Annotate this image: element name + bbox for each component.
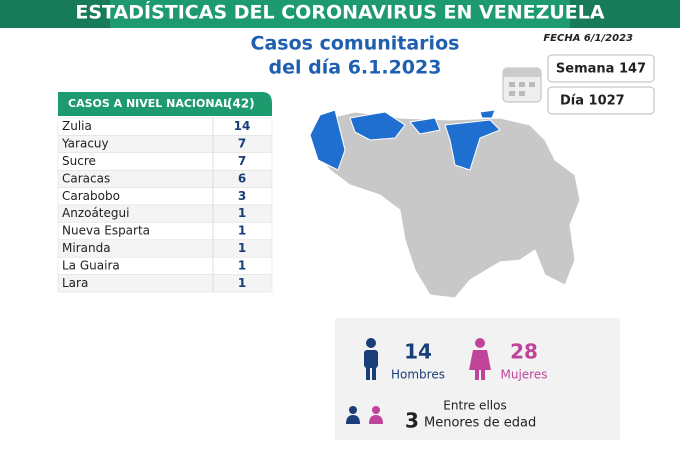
table-total: (42) — [227, 97, 255, 111]
week: Semana 147 — [556, 62, 646, 77]
header-banner — [20, 0, 660, 28]
row-value: 3 — [238, 189, 246, 203]
table-title: CASOS A NIVEL NACIONAL — [68, 97, 230, 110]
table-row — [57, 274, 273, 293]
row-value: 6 — [238, 171, 246, 185]
row-name: Zulia — [62, 119, 92, 133]
row-value: 1 — [238, 258, 246, 272]
row-value: 7 — [238, 154, 246, 168]
table-body: Zulia 14 Yaracuy 7 Sucre 7 Caracas 6 Carabobo 3 An… — [57, 117, 273, 293]
row-name: Carabobo — [62, 189, 120, 203]
row-value: 1 — [238, 241, 246, 255]
row-name: Anzoátegui — [62, 206, 129, 220]
date: FECHA 6/1/2023 — [543, 33, 633, 44]
women-count: 28 — [510, 340, 538, 364]
row-value: 1 — [238, 276, 246, 290]
map — [309, 109, 581, 299]
subtitle: del día 6.1.2023 — [269, 57, 442, 79]
day-box — [547, 86, 655, 115]
row-value: 1 — [238, 206, 246, 220]
banner-decoration — [0, 0, 110, 28]
row-name: Lara — [62, 276, 88, 290]
row-name: Nueva Esparta — [62, 224, 150, 238]
title: ESTADÍSTICAS DEL CORONAVIRUS EN VENEZUEL… — [75, 1, 605, 24]
row-name: Yaracuy — [61, 137, 109, 151]
row-value: 7 — [238, 137, 246, 151]
minors-count: 3 — [405, 409, 419, 433]
row-name: La Guaira — [62, 258, 120, 272]
row-name: Sucre — [62, 154, 96, 168]
table-header — [58, 92, 272, 116]
subtitle: Casos comunitarios — [251, 33, 460, 55]
row-value: 1 — [238, 224, 246, 238]
women-label: Mujeres — [501, 368, 548, 382]
woman-icon — [469, 338, 491, 380]
men-label: Hombres — [391, 368, 445, 382]
minors-label: Menores de edad — [424, 416, 536, 431]
row-name: Miranda — [62, 241, 111, 255]
day: Día 1027 — [560, 94, 625, 109]
minors-icon — [346, 406, 383, 424]
among: Entre ellos — [443, 399, 506, 413]
men-count: 14 — [404, 340, 432, 364]
calendar-icon — [502, 67, 542, 103]
week-box — [547, 54, 655, 83]
row-value: 14 — [234, 119, 251, 133]
banner-decoration — [570, 0, 680, 28]
row-name: Caracas — [62, 171, 110, 185]
man-icon — [364, 338, 378, 380]
